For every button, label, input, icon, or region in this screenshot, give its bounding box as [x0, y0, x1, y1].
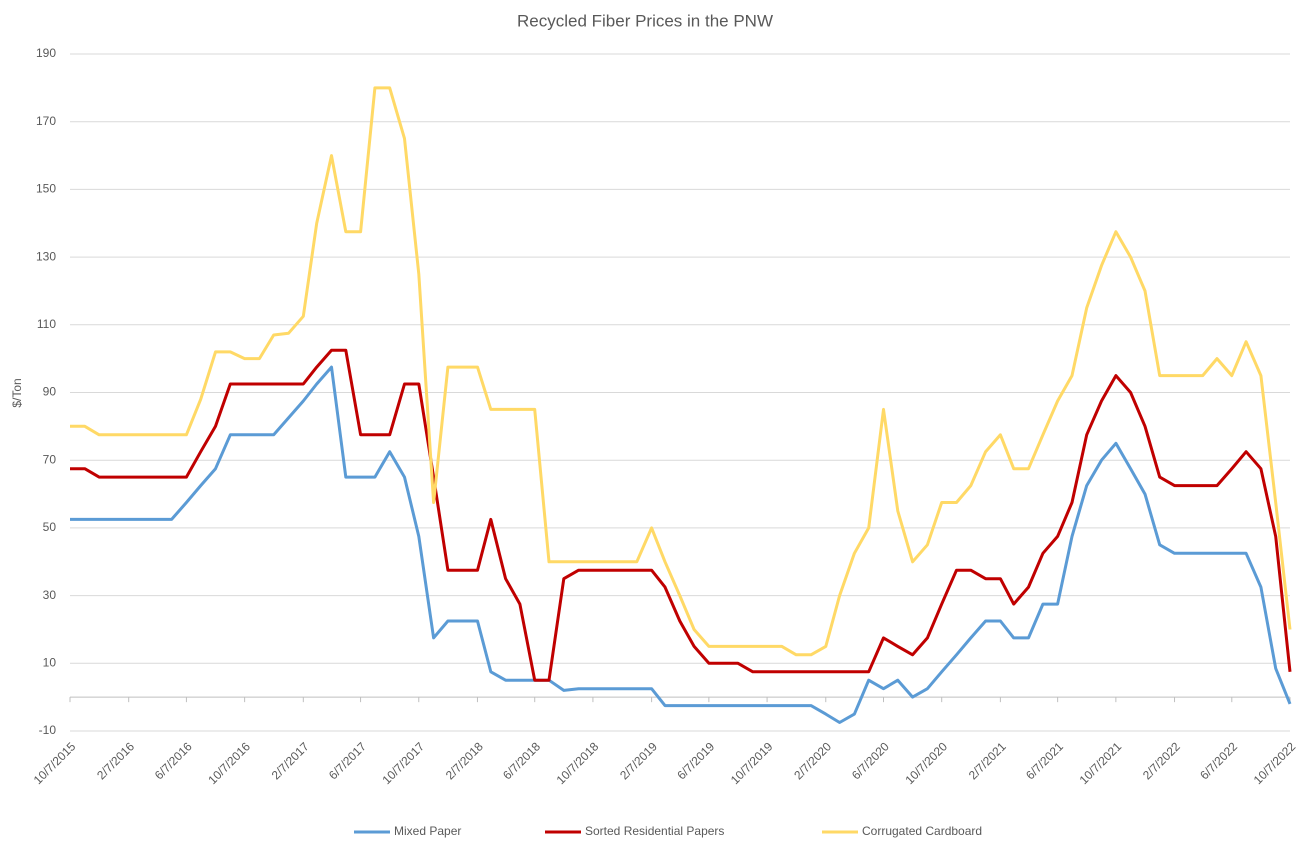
x-tick-label: 6/7/2017: [326, 739, 369, 782]
x-tick-label: 10/7/2015: [31, 739, 79, 787]
y-tick-label: 110: [37, 317, 56, 331]
x-tick-label: 10/7/2016: [205, 739, 253, 787]
x-tick-label: 6/7/2020: [849, 739, 892, 782]
x-tick-label: 2/7/2018: [443, 739, 486, 782]
x-tick-label: 6/7/2019: [674, 739, 717, 782]
x-tick-label: 2/7/2016: [94, 739, 137, 782]
y-tick-label: 30: [43, 588, 57, 602]
x-tick-label: 6/7/2021: [1023, 739, 1066, 782]
y-tick-label: 50: [43, 520, 57, 534]
y-tick-label: 130: [36, 249, 56, 263]
chart-title: Recycled Fiber Prices in the PNW: [517, 11, 773, 30]
legend-label: Mixed Paper: [394, 824, 461, 838]
y-tick-label: 150: [36, 182, 56, 196]
y-tick-label: 10: [43, 655, 57, 669]
x-tick-label: 2/7/2020: [791, 739, 834, 782]
x-tick-label: 2/7/2021: [966, 739, 1009, 782]
x-tick-label: 6/7/2022: [1197, 739, 1240, 782]
y-axis-label: $/Ton: [10, 378, 24, 407]
x-tick-label: 10/7/2022: [1251, 739, 1299, 787]
legend-label: Corrugated Cardboard: [862, 824, 982, 838]
x-tick-label: 10/7/2017: [379, 739, 427, 787]
x-tick-label: 10/7/2018: [554, 739, 602, 787]
legend-label: Sorted Residential Papers: [585, 824, 724, 838]
x-tick-label: 6/7/2018: [500, 739, 543, 782]
series-line: [70, 348, 1292, 682]
x-tick-label: 6/7/2016: [152, 739, 195, 782]
y-tick-label: 170: [36, 114, 56, 128]
x-tick-label: 2/7/2022: [1140, 739, 1183, 782]
y-tick-label: 90: [43, 385, 57, 399]
x-tick-label: 10/7/2019: [728, 739, 776, 787]
x-tick-label: 10/7/2020: [902, 739, 950, 787]
x-tick-label: 2/7/2019: [617, 739, 660, 782]
y-tick-label: -10: [39, 723, 57, 737]
series-line: [70, 86, 1292, 657]
y-tick-label: 190: [36, 46, 56, 60]
x-tick-label: 10/7/2021: [1077, 739, 1125, 787]
series-line: [70, 365, 1292, 724]
y-tick-label: 70: [43, 452, 57, 466]
x-tick-label: 2/7/2017: [269, 739, 312, 782]
